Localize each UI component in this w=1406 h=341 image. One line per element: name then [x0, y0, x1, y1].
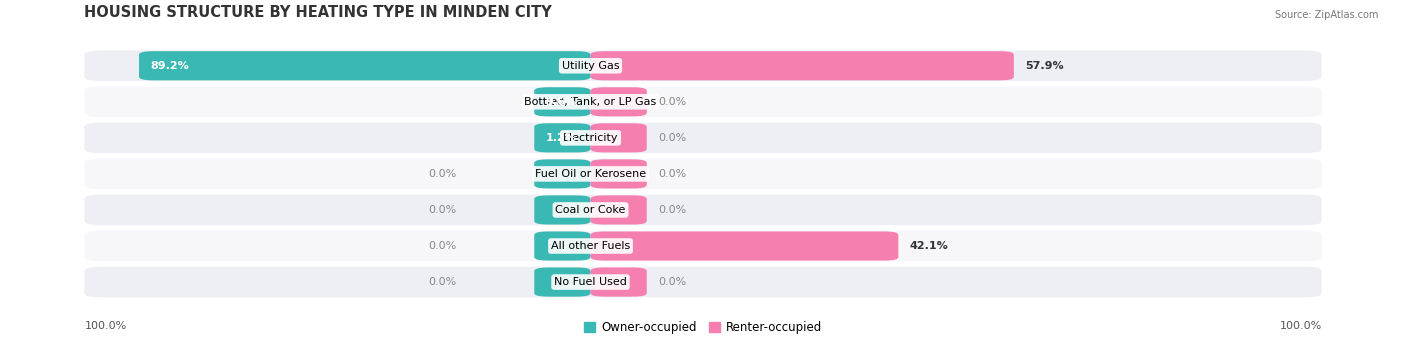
Text: 1.2%: 1.2% [546, 133, 576, 143]
Text: 9.6%: 9.6% [546, 97, 576, 107]
Text: 0.0%: 0.0% [429, 277, 457, 287]
Text: 100.0%: 100.0% [84, 321, 127, 331]
Text: 0.0%: 0.0% [429, 169, 457, 179]
FancyBboxPatch shape [139, 51, 591, 80]
Text: 0.0%: 0.0% [658, 205, 686, 215]
Text: Source: ZipAtlas.com: Source: ZipAtlas.com [1274, 11, 1378, 20]
FancyBboxPatch shape [84, 50, 1322, 81]
FancyBboxPatch shape [591, 159, 647, 189]
Legend: Owner-occupied, Renter-occupied: Owner-occupied, Renter-occupied [579, 316, 827, 339]
Text: Electricity: Electricity [562, 133, 619, 143]
Text: No Fuel Used: No Fuel Used [554, 277, 627, 287]
Text: Bottled, Tank, or LP Gas: Bottled, Tank, or LP Gas [524, 97, 657, 107]
FancyBboxPatch shape [84, 267, 1322, 297]
FancyBboxPatch shape [84, 87, 1322, 117]
Text: Fuel Oil or Kerosene: Fuel Oil or Kerosene [534, 169, 647, 179]
FancyBboxPatch shape [84, 159, 1322, 189]
FancyBboxPatch shape [534, 159, 591, 189]
Text: 0.0%: 0.0% [429, 205, 457, 215]
Text: HOUSING STRUCTURE BY HEATING TYPE IN MINDEN CITY: HOUSING STRUCTURE BY HEATING TYPE IN MIN… [84, 5, 553, 20]
Text: 0.0%: 0.0% [658, 277, 686, 287]
FancyBboxPatch shape [534, 123, 591, 152]
FancyBboxPatch shape [591, 87, 647, 116]
Text: 89.2%: 89.2% [150, 61, 188, 71]
FancyBboxPatch shape [591, 51, 1014, 80]
Text: 0.0%: 0.0% [658, 133, 686, 143]
FancyBboxPatch shape [591, 195, 647, 224]
FancyBboxPatch shape [534, 195, 591, 224]
Text: 0.0%: 0.0% [658, 169, 686, 179]
Text: 0.0%: 0.0% [658, 97, 686, 107]
FancyBboxPatch shape [591, 267, 647, 297]
Text: Utility Gas: Utility Gas [562, 61, 619, 71]
FancyBboxPatch shape [534, 87, 591, 116]
FancyBboxPatch shape [591, 232, 898, 261]
FancyBboxPatch shape [591, 123, 647, 152]
FancyBboxPatch shape [534, 232, 591, 261]
Text: All other Fuels: All other Fuels [551, 241, 630, 251]
Text: Coal or Coke: Coal or Coke [555, 205, 626, 215]
Text: 100.0%: 100.0% [1279, 321, 1322, 331]
FancyBboxPatch shape [84, 123, 1322, 153]
FancyBboxPatch shape [84, 231, 1322, 261]
FancyBboxPatch shape [534, 267, 591, 297]
Text: 0.0%: 0.0% [429, 241, 457, 251]
Text: 42.1%: 42.1% [910, 241, 948, 251]
Text: 57.9%: 57.9% [1025, 61, 1064, 71]
FancyBboxPatch shape [84, 195, 1322, 225]
